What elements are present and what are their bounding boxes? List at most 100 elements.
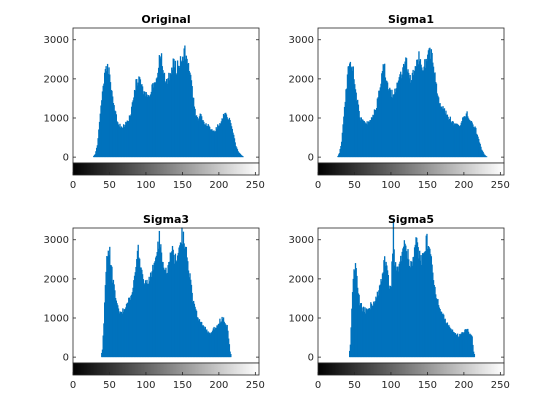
- histogram-bar: [121, 313, 123, 358]
- histogram-bar: [381, 73, 383, 158]
- histogram-bar: [389, 87, 391, 158]
- histogram-bar: [484, 155, 486, 158]
- histogram-bar: [203, 326, 205, 358]
- histogram-bar: [338, 154, 340, 158]
- histogram-bar: [93, 154, 96, 158]
- x-tick-label: 100: [136, 380, 155, 391]
- histogram-bar: [394, 262, 397, 358]
- histogram-bars: [337, 47, 488, 158]
- x-tick-label: 250: [246, 180, 265, 191]
- histogram-bar: [144, 96, 147, 158]
- histogram-bar: [222, 317, 225, 358]
- histogram-bar: [123, 309, 126, 358]
- histogram-bar: [467, 118, 470, 158]
- histogram-bar: [443, 314, 445, 358]
- histogram-bar: [361, 119, 363, 158]
- histogram-bar: [419, 250, 421, 358]
- histogram-bar: [200, 114, 202, 158]
- histogram-bar: [421, 253, 424, 358]
- histogram-bar: [147, 95, 150, 158]
- histogram-bar: [423, 66, 425, 158]
- histogram-bar: [109, 246, 111, 358]
- histogram-bar: [225, 114, 228, 158]
- histogram-bar: [110, 265, 112, 358]
- histogram-bar: [476, 134, 478, 158]
- histogram-bar: [434, 286, 436, 358]
- histogram-bar: [150, 91, 153, 158]
- histogram-bar: [227, 119, 229, 158]
- histogram-bar: [398, 263, 400, 358]
- histogram-bar: [448, 326, 451, 358]
- histogram-bar: [106, 256, 108, 358]
- histogram-bar: [217, 126, 220, 158]
- histogram-bar: [211, 330, 214, 358]
- histogram-bar: [238, 153, 241, 158]
- histogram-bar: [94, 154, 96, 158]
- histogram-bar: [384, 77, 387, 158]
- histogram-bar: [198, 116, 201, 158]
- histogram-bar: [470, 334, 472, 358]
- histogram-bar: [445, 322, 447, 358]
- histogram-bar: [142, 279, 144, 358]
- histogram-bar: [205, 330, 207, 358]
- histogram-bar: [424, 67, 427, 158]
- histogram-bar: [229, 351, 231, 358]
- histogram-bar: [143, 283, 145, 358]
- histogram-bar: [104, 72, 106, 158]
- histogram-bar: [435, 294, 437, 358]
- histogram-bar: [196, 116, 198, 158]
- histogram-bar: [384, 256, 386, 358]
- histogram-bar: [352, 278, 354, 358]
- histogram-bar: [399, 261, 401, 358]
- histogram-bar: [137, 82, 139, 158]
- histogram-bar: [397, 271, 400, 358]
- histogram-bar: [100, 105, 102, 158]
- histogram-bar: [340, 141, 343, 158]
- histogram-bar: [389, 285, 392, 358]
- histogram-bar: [443, 109, 445, 158]
- histogram-bar: [420, 64, 422, 158]
- histogram-bar: [455, 123, 457, 158]
- histogram-bar: [203, 124, 206, 158]
- histogram-bar: [165, 81, 167, 158]
- histogram-bar: [230, 126, 233, 158]
- histogram-bar: [449, 116, 451, 158]
- histogram-bar: [424, 59, 426, 158]
- histogram-bar: [226, 117, 228, 158]
- histogram-bar: [417, 64, 419, 158]
- histogram-bar: [478, 139, 480, 158]
- histogram-bar: [128, 297, 130, 358]
- histogram-bar: [184, 246, 187, 358]
- histogram-bar: [472, 124, 474, 158]
- histogram-bar: [356, 275, 358, 358]
- histogram-bar: [437, 95, 439, 158]
- histogram-bar: [402, 63, 405, 158]
- histogram-bar: [383, 65, 385, 158]
- histogram-bar: [199, 113, 201, 158]
- histogram-bar: [156, 252, 158, 358]
- histogram-bar: [169, 73, 171, 158]
- histogram-bar: [102, 85, 104, 158]
- histogram-bar: [461, 121, 463, 158]
- histogram-bar: [357, 287, 359, 358]
- histogram-bar: [424, 251, 427, 358]
- histogram-bar: [419, 61, 421, 158]
- histogram-bar: [408, 259, 410, 358]
- histogram-bar: [141, 269, 143, 358]
- histogram-bar: [169, 252, 171, 358]
- histogram-bar: [122, 124, 125, 158]
- histogram-bar: [419, 260, 422, 358]
- y-tick-label: 3000: [44, 35, 69, 46]
- subplot-title: Sigma3: [143, 213, 189, 226]
- histogram-bar: [357, 104, 360, 158]
- histogram-bar: [179, 245, 181, 358]
- histogram-bar: [451, 121, 454, 158]
- histogram-bar: [442, 313, 444, 358]
- histogram-bar: [362, 306, 365, 358]
- histogram-bar: [363, 312, 365, 358]
- histogram-bar: [176, 260, 178, 358]
- histogram-bar: [230, 354, 232, 358]
- histogram-bar: [136, 85, 139, 158]
- histogram-bar: [236, 147, 238, 158]
- x-tick-label: 200: [209, 380, 228, 391]
